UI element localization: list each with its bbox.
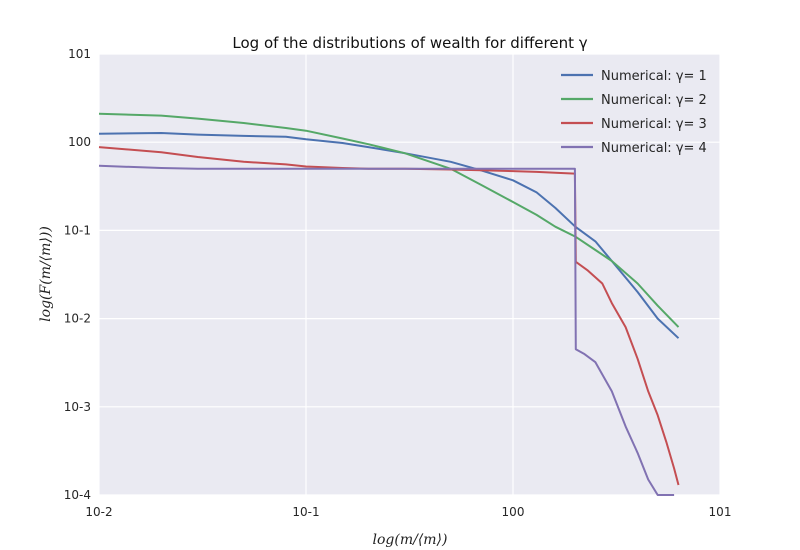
x-tick-label: 10-2 bbox=[85, 505, 112, 519]
legend-label-4: Numerical: γ= 4 bbox=[601, 141, 707, 156]
legend-label-1: Numerical: γ= 1 bbox=[601, 69, 707, 84]
y-tick-label: 10-3 bbox=[64, 400, 91, 414]
x-tick-label: 10-1 bbox=[292, 505, 319, 519]
legend: Numerical: γ= 1 Numerical: γ= 2 Numerical:… bbox=[561, 69, 707, 156]
x-tick-label: 100 bbox=[502, 505, 525, 519]
series-line-1 bbox=[98, 132, 680, 339]
legend-label-3: Numerical: γ= 3 bbox=[601, 117, 707, 132]
series-line-4 bbox=[98, 164, 675, 496]
chart-title: Log of the distributions of wealth for d… bbox=[232, 34, 587, 52]
grid-lines bbox=[98, 53, 721, 496]
y-axis: 10-4 10-3 10-2 10-1 100 101 bbox=[64, 47, 91, 502]
y-tick-label: 100 bbox=[68, 135, 91, 149]
y-tick-label: 10-1 bbox=[64, 223, 91, 237]
x-axis-label: log(m/⟨m⟩) bbox=[373, 532, 448, 548]
series-layer bbox=[98, 112, 680, 496]
series-line-3 bbox=[98, 146, 680, 486]
legend-label-2: Numerical: γ= 2 bbox=[601, 93, 707, 108]
series-line-2 bbox=[98, 112, 680, 328]
x-tick-label: 101 bbox=[709, 505, 732, 519]
y-axis-label: log(F(m/⟨m⟩)) bbox=[38, 226, 54, 322]
y-tick-label: 10-2 bbox=[64, 312, 91, 326]
x-axis: 10-2 10-1 100 101 bbox=[85, 505, 731, 519]
y-tick-label: 10-4 bbox=[64, 488, 91, 502]
plot-area bbox=[99, 54, 720, 495]
y-tick-label: 101 bbox=[68, 47, 91, 61]
